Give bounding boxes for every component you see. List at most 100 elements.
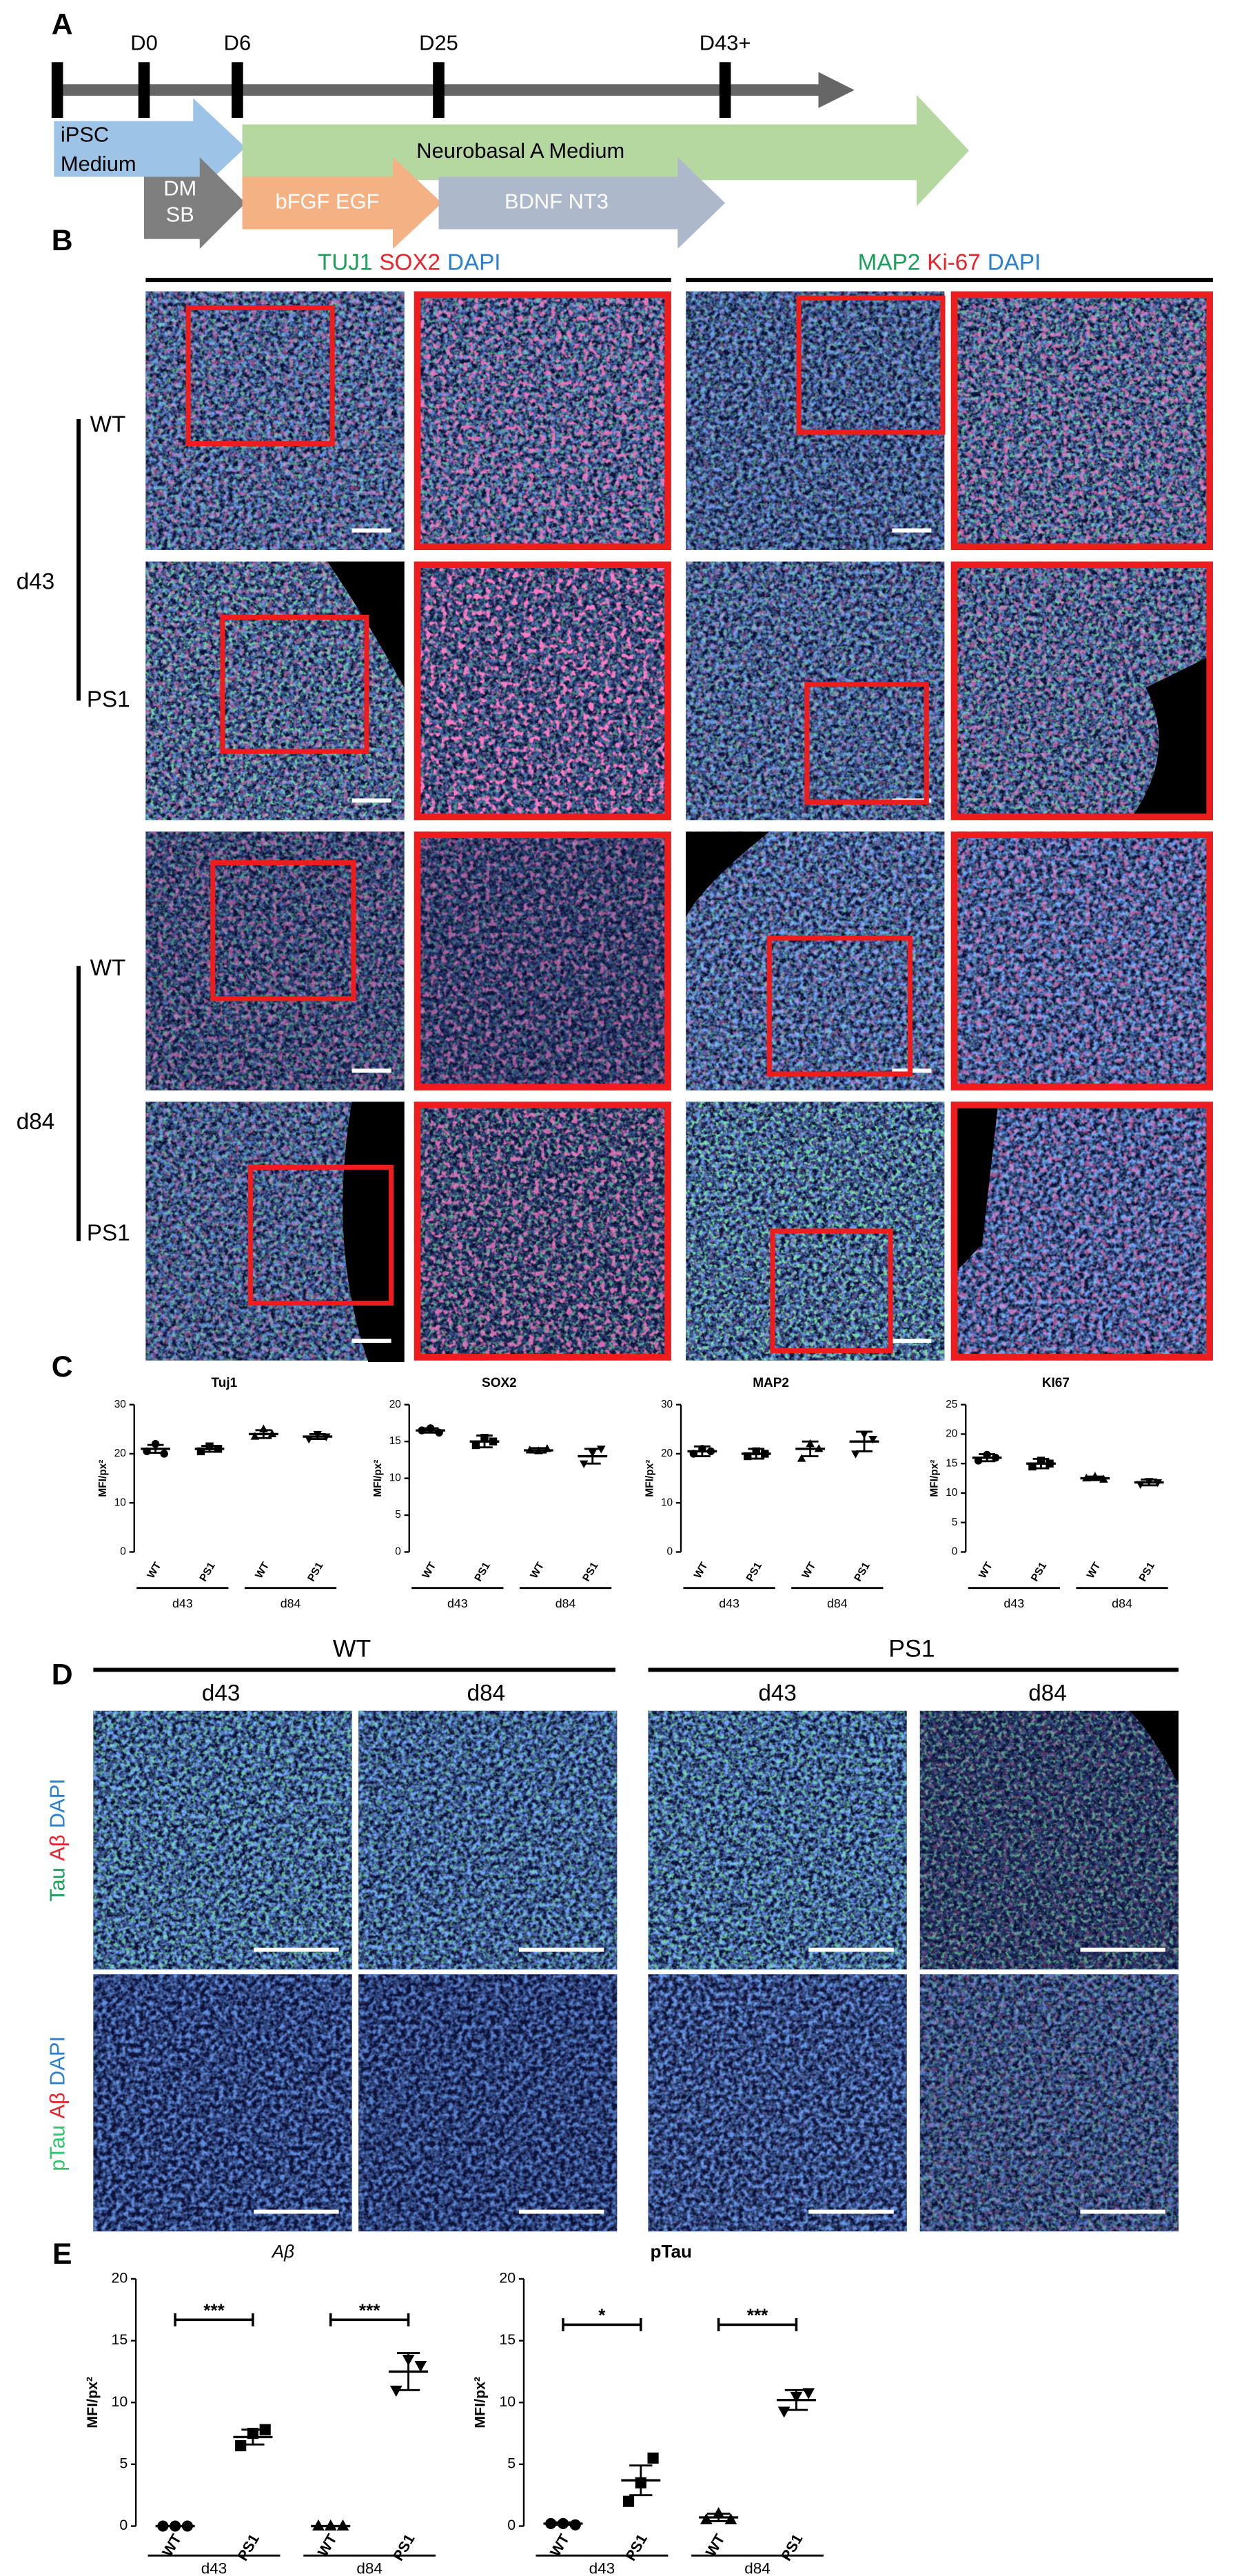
chart-title: Aβ <box>271 2241 294 2262</box>
x-tick-label: WT <box>253 1560 272 1581</box>
inset-box <box>804 682 929 805</box>
micrograph-void <box>1129 654 1213 820</box>
data-point <box>389 2385 402 2397</box>
x-tick-label: PS1 <box>1029 1560 1050 1583</box>
x-tick-label: PS1 <box>852 1560 873 1583</box>
x-tick-label: WT <box>692 1560 711 1581</box>
inset-border <box>950 291 1213 550</box>
micrograph-channel <box>686 561 945 820</box>
micrograph-channel <box>145 831 405 1091</box>
y-tick-label: 10 <box>111 2393 128 2410</box>
y-tick-label: 5 <box>395 1509 401 1521</box>
inset-box <box>185 305 335 447</box>
inset-box <box>247 1164 394 1306</box>
stage-label: BDNF NT3 <box>504 190 609 214</box>
stain-name: SOX2 <box>379 250 440 275</box>
data-point <box>724 2513 737 2525</box>
stain-name: Aβ <box>45 1834 70 1860</box>
inset-box <box>770 1228 893 1353</box>
stage-arrow <box>144 156 246 249</box>
x-tick-label: PS1 <box>390 2531 418 2564</box>
data-point <box>868 1436 877 1444</box>
chart-title: SOX2 <box>482 1376 517 1390</box>
micrograph-void <box>950 1102 999 1277</box>
y-tick-label: 10 <box>946 1487 957 1499</box>
group-label: d43 <box>17 569 54 594</box>
y-tick-label: 0 <box>667 1546 673 1558</box>
group-label: d84 <box>555 1596 576 1610</box>
x-tick-label: PS1 <box>197 1560 218 1583</box>
y-tick-label: 15 <box>499 2331 516 2348</box>
x-tick-label: WT <box>1085 1560 1103 1581</box>
inset-border <box>950 831 1213 1091</box>
stain-name: DAPI <box>45 2036 70 2086</box>
timeline-tick <box>138 62 150 118</box>
chart-title: MAP2 <box>753 1376 789 1390</box>
group-label: d84 <box>827 1596 848 1610</box>
y-tick-label: 25 <box>946 1399 957 1410</box>
stage-arrow <box>54 98 246 196</box>
stain-label: pTau Aβ DAPI <box>45 2036 70 2171</box>
group-label: d43 <box>719 1596 740 1610</box>
inset-border <box>950 561 1213 820</box>
genotype-label: WT <box>333 1634 371 1662</box>
y-axis-label: MFI/px² <box>84 2377 101 2428</box>
stage-arrow <box>242 94 969 207</box>
stain-name: DAPI <box>988 250 1041 275</box>
y-tick-label: 0 <box>119 2517 128 2533</box>
stage-label: DM <box>163 176 196 201</box>
y-tick-label: 20 <box>114 1448 126 1459</box>
y-tick-label: 5 <box>119 2455 128 2472</box>
micrograph-channel <box>93 1974 351 2231</box>
micrograph-channel <box>358 1710 618 1970</box>
stain-label: MAP2 Ki-67 DAPI <box>858 250 1041 275</box>
inset-box <box>220 614 369 754</box>
x-tick-label: WT <box>800 1560 819 1581</box>
micrograph-channel <box>648 1710 907 1970</box>
y-tick-label: 0 <box>507 2517 516 2533</box>
y-tick-label: 0 <box>952 1546 958 1558</box>
x-tick-label: WT <box>420 1560 439 1581</box>
data-point <box>851 1450 860 1459</box>
y-tick-label: 10 <box>661 1497 673 1508</box>
y-tick-label: 10 <box>114 1497 126 1508</box>
data-point <box>1028 1462 1037 1471</box>
micrograph-channel <box>950 291 1213 550</box>
data-point <box>579 1460 589 1469</box>
data-point <box>151 1440 160 1448</box>
micrograph-channel <box>414 831 671 1091</box>
panel-label: A <box>52 8 73 41</box>
group-label: d84 <box>17 1109 54 1135</box>
y-axis-label: MFI/px² <box>472 2377 489 2428</box>
micrograph-channel <box>648 1974 907 2232</box>
group-label: d84 <box>356 2559 383 2576</box>
y-tick-label: 5 <box>507 2455 516 2472</box>
stain-name: MAP2 <box>858 250 921 275</box>
data-point <box>622 2495 635 2507</box>
y-tick-label: 15 <box>389 1435 401 1447</box>
group-label: d84 <box>281 1596 301 1610</box>
group-label: d43 <box>201 2559 227 2576</box>
x-tick-label: WT <box>145 1560 164 1581</box>
timeline-tick <box>232 62 243 118</box>
micrograph-channel <box>145 291 405 550</box>
stain-name: pTau <box>45 2125 70 2171</box>
data-point <box>471 1441 480 1450</box>
data-point <box>700 2513 713 2525</box>
stage-label: Neurobasal A Medium <box>416 139 624 163</box>
data-point <box>304 1436 314 1444</box>
data-point <box>414 2361 427 2373</box>
x-tick-label: PS1 <box>472 1560 493 1583</box>
stage-label: Medium <box>61 152 136 176</box>
group-label: d84 <box>1112 1596 1132 1610</box>
y-axis-label: MFI/px² <box>929 1460 941 1497</box>
y-tick-label: 20 <box>389 1399 401 1410</box>
significance-label: *** <box>747 2304 768 2325</box>
y-axis-label: MFI/px² <box>644 1460 655 1497</box>
day-label: D25 <box>419 30 458 54</box>
micrograph-channel <box>950 831 1213 1091</box>
micrograph-channel <box>93 1710 352 1970</box>
significance-label: *** <box>359 2300 380 2320</box>
